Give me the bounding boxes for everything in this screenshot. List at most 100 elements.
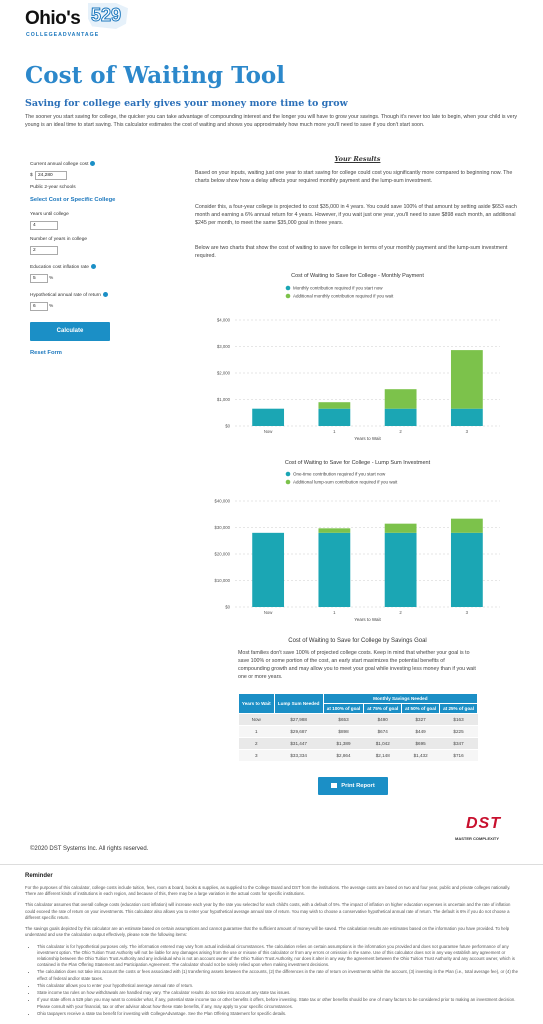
table-body: Now $27,988 $653 $490 $327 $163 1 $29,687 $898 $6…: [238, 713, 478, 762]
reminder-bullet: This calculator is for hypothetical purp…: [37, 944, 520, 969]
return-input[interactable]: 6: [30, 302, 48, 311]
info-icon[interactable]: [90, 264, 96, 269]
legend-swatch: [285, 471, 291, 477]
x-tick-label: 3: [466, 610, 469, 615]
table-cell: $347: [439, 737, 478, 750]
bar-segment: [318, 528, 351, 533]
field-label: Education cost inflation rate: [30, 264, 96, 270]
print-button[interactable]: Print Report: [318, 777, 388, 795]
bar-segment: [450, 518, 483, 533]
bar-segment: [450, 350, 483, 409]
logo-text: Ohio's: [25, 8, 81, 29]
table-cell: 3: [238, 749, 275, 762]
table-header: at 100% of goal: [322, 703, 365, 714]
bar-segment: [318, 402, 351, 409]
x-tick-label: 1: [333, 429, 336, 434]
legend-swatch: [285, 293, 291, 299]
field-label: Hypothetical annual rate of return: [30, 292, 108, 298]
page-subtitle: Saving for college early gives your mone…: [25, 98, 348, 109]
inflation-input[interactable]: 5: [30, 274, 48, 283]
school-type: Public 2-year schools: [30, 185, 76, 190]
savings-table: Years to Wait Lump Sum Needed Monthly Sa…: [238, 693, 479, 762]
table-cell: $1,389: [323, 737, 364, 750]
legend-label: Additional monthly contribution required…: [293, 294, 394, 299]
x-tick-label: 3: [466, 429, 469, 434]
table-cell: $29,687: [274, 725, 324, 738]
reminder-bullet: If your state offers a 529 plan you may …: [37, 997, 520, 1009]
label-text: Hypothetical annual rate of return: [30, 292, 101, 298]
suffix: %: [49, 276, 54, 281]
logo-number: 529: [90, 5, 122, 26]
bar-segment: [318, 532, 351, 607]
divider: [0, 864, 543, 865]
table-cell: $1,432: [401, 749, 440, 762]
table-cell: $327: [401, 713, 440, 726]
table-cell: $716: [439, 749, 478, 762]
table-row: 2 $31,447 $1,389 $1,042 $695 $347: [238, 737, 478, 750]
brand-logo: DST: [466, 815, 501, 832]
table-header: at 25% of goal: [439, 703, 478, 714]
legend-label: Monthly contribution required if you sta…: [293, 286, 383, 291]
bar-segment: [252, 408, 285, 426]
copyright: ©2020 DST Systems Inc. All rights reserv…: [30, 846, 149, 852]
y-tick-label: $20,000: [214, 552, 230, 557]
info-icon[interactable]: [102, 292, 108, 297]
table-row: 3 $33,334 $2,864 $2,148 $1,432 $716: [238, 749, 478, 762]
table-row: 1 $29,687 $898 $674 $449 $225: [238, 725, 478, 738]
bar-segment: [450, 408, 483, 426]
x-tick-label: Now: [264, 429, 273, 434]
chart-lump-sum: Cost of Waiting to Save for College - Lu…: [214, 460, 500, 621]
table-cell: $27,988: [274, 713, 324, 726]
results-text: Consider this, a four-year college is pr…: [195, 204, 517, 226]
y-tick-label: $3,000: [217, 344, 231, 349]
print-icon: [331, 782, 338, 788]
reminder-heading: Reminder: [25, 873, 53, 879]
field-label: Years until college: [30, 212, 69, 217]
table-cell: $490: [363, 713, 402, 726]
goal-title: Cost of Waiting to Save for College by S…: [288, 638, 427, 644]
reminder-body: For the purposes of this calculator, col…: [25, 885, 520, 1018]
table-cell: $163: [439, 713, 478, 726]
reminder-paragraph: The savings goals depicted by this calcu…: [25, 926, 510, 938]
reminder-bullet: Ohio taxpayers receive a state tax benef…: [37, 1011, 520, 1017]
table-header: Monthly Savings Needed: [322, 693, 479, 704]
reminder-bullet: The calculation does not take into accou…: [37, 969, 520, 981]
legend-label: One-time contribution required if you st…: [293, 472, 386, 477]
results-heading: Your Results: [334, 155, 381, 163]
college-years-input[interactable]: 2: [30, 246, 58, 255]
reminder-paragraph: This calculator assumes that overall col…: [25, 902, 511, 920]
bar-segment: [384, 408, 417, 426]
calculate-button[interactable]: Calculate: [30, 322, 110, 341]
x-axis-label: Years to Wait: [354, 436, 381, 441]
label-text: Current annual college cost: [30, 161, 89, 167]
y-tick-label: $0: [225, 424, 230, 429]
cost-input[interactable]: 24,280: [35, 171, 67, 180]
table-header: Lump Sum Needed: [273, 693, 324, 714]
y-tick-label: $10,000: [214, 578, 230, 583]
bar-segment: [384, 532, 417, 607]
select-link[interactable]: Select Cost or Specific College: [30, 197, 116, 203]
intro-text: The sooner you start saving for college,…: [25, 114, 518, 128]
years-input[interactable]: 4: [30, 221, 58, 230]
bar-segment: [450, 532, 483, 607]
y-tick-label: $4,000: [217, 318, 231, 323]
x-tick-label: 2: [399, 610, 402, 615]
bar-segment: [384, 389, 417, 409]
goal-text: Most families don't save 100% of project…: [238, 650, 476, 680]
reset-link[interactable]: Reset Form: [30, 350, 62, 356]
reminder-bullet: This calculator allows you to enter your…: [37, 983, 520, 989]
legend-label: Additional lump-sum contribution require…: [293, 480, 398, 485]
x-tick-label: Now: [264, 610, 273, 615]
field-label: Number of years in college: [30, 237, 88, 242]
table-header: at 75% of goal: [363, 703, 403, 714]
x-tick-label: 1: [333, 610, 336, 615]
info-icon[interactable]: [90, 161, 96, 166]
table-cell: $2,148: [363, 749, 402, 762]
table-header: Years to Wait: [238, 693, 275, 714]
table-row: Now $27,988 $653 $490 $327 $163: [238, 713, 478, 726]
chart-monthly: Cost of Waiting to Save for College - Mo…: [217, 273, 500, 441]
chart-title: Cost of Waiting to Save for College - Mo…: [291, 273, 424, 279]
table-cell: Now: [238, 713, 275, 726]
y-tick-label: $0: [225, 605, 230, 610]
